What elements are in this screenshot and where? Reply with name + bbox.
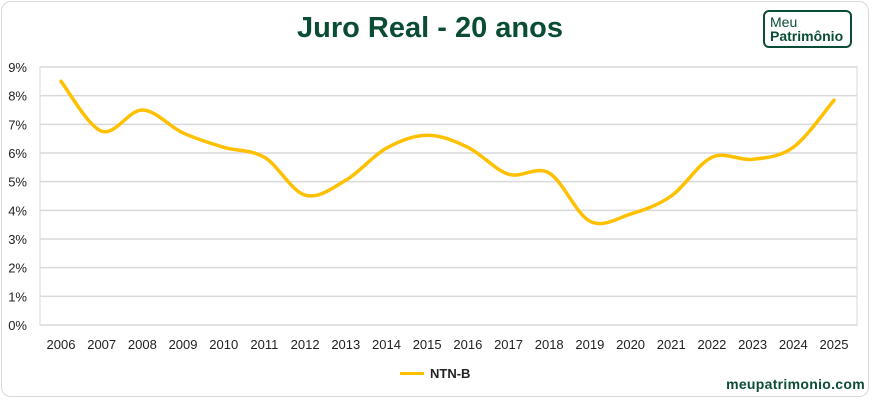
- x-tick-label: 2009: [169, 337, 198, 352]
- x-tick-label: 2022: [697, 337, 726, 352]
- x-tick-label: 2018: [535, 337, 564, 352]
- y-tick-label: 1%: [8, 289, 27, 304]
- x-tick-label: 2010: [209, 337, 238, 352]
- logo-line2: Patrimônio: [770, 28, 844, 44]
- y-tick-label: 5%: [8, 175, 27, 190]
- y-tick-label: 9%: [8, 60, 27, 75]
- x-tick-label: 2024: [779, 337, 808, 352]
- x-tick-label: 2021: [657, 337, 686, 352]
- legend-swatch: [400, 372, 424, 375]
- logo-line1: Meu: [770, 14, 798, 30]
- x-tick-label: 2014: [372, 337, 401, 352]
- x-tick-label: 2011: [250, 337, 278, 352]
- y-tick-label: 7%: [8, 117, 27, 132]
- x-tick-label: 2017: [494, 337, 523, 352]
- x-tick-label: 2019: [575, 337, 604, 352]
- y-tick-label: 4%: [8, 203, 27, 218]
- x-tick-label: 2012: [291, 337, 320, 352]
- y-tick-label: 3%: [8, 232, 27, 247]
- y-tick-label: 8%: [8, 89, 27, 104]
- x-tick-label: 2016: [453, 337, 482, 352]
- legend-label: NTN-B: [430, 366, 471, 381]
- chart-title: Juro Real - 20 anos: [297, 12, 563, 44]
- x-tick-label: 2015: [413, 337, 442, 352]
- x-tick-label: 2020: [616, 337, 645, 352]
- legend: NTN-B: [400, 366, 470, 381]
- brand-logo: Meu Patrimônio: [763, 10, 852, 48]
- x-tick-label: 2025: [820, 337, 849, 352]
- site-url: meupatrimonio.com: [726, 376, 865, 392]
- x-tick-label: 2006: [47, 337, 76, 352]
- y-tick-label: 0%: [8, 318, 27, 333]
- y-tick-label: 2%: [8, 261, 27, 276]
- y-tick-label: 6%: [8, 146, 27, 161]
- x-tick-label: 2023: [738, 337, 767, 352]
- x-tick-label: 2013: [331, 337, 360, 352]
- x-tick-label: 2008: [128, 337, 157, 352]
- x-tick-label: 2007: [87, 337, 116, 352]
- plot-area: [39, 66, 858, 326]
